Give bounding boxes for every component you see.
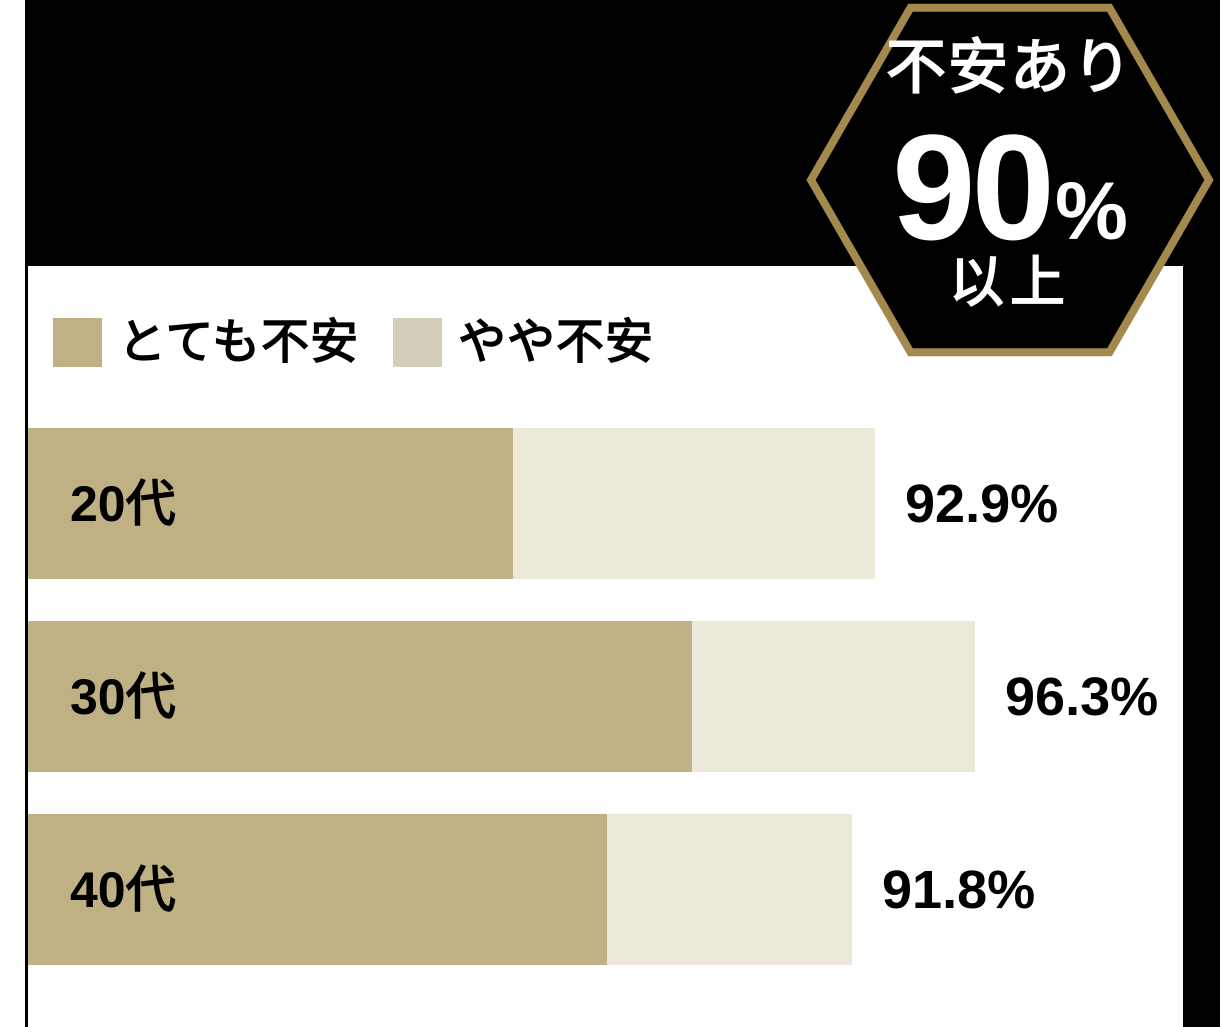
hexagon-icon (806, 3, 1214, 357)
legend-swatch-somewhat-anxious (393, 318, 442, 367)
legend-item-very-anxious: とても不安 (53, 318, 359, 367)
badge-anxiety-over-90: 不安あり 90 % 以上 (790, 0, 1220, 362)
badge-title: 不安あり (886, 34, 1134, 101)
bar-segment-very-anxious: 20代 (28, 428, 513, 579)
legend-item-somewhat-anxious: やや不安 (393, 318, 654, 367)
percent-sign: % (1054, 166, 1128, 257)
legend-label-very-anxious: とても不安 (118, 315, 360, 369)
bar-20s: 20代 (28, 428, 875, 579)
badge-number: 90 (892, 103, 1055, 271)
bar-value-label: 91.8% (882, 859, 1036, 920)
bar-segment-very-anxious: 30代 (28, 621, 692, 772)
legend: とても不安 やや不安 (28, 266, 1183, 386)
bar-40s: 40代 (28, 814, 852, 965)
badge-text: 不安あり 90 % 以上 (790, 0, 1220, 362)
legend-swatch-very-anxious (53, 318, 102, 367)
bar-value-label: 92.9% (905, 473, 1059, 534)
bar-segment-very-anxious: 40代 (28, 814, 607, 965)
legend-label-somewhat-anxious: やや不安 (458, 315, 655, 369)
bar-category-label: 20代 (70, 475, 176, 532)
bar-segment-somewhat-anxious (513, 428, 875, 579)
badge-value: 90 % (790, 112, 1220, 262)
bar-category-label: 40代 (70, 861, 176, 918)
bar-row-30s: 30代 96.3% (28, 621, 1183, 772)
bar-30s: 30代 (28, 621, 975, 772)
bar-segment-somewhat-anxious (692, 621, 975, 772)
chart-panel: とても不安 やや不安 20代 92.9% 30代 9 (28, 266, 1183, 1027)
bar-segment-somewhat-anxious (607, 814, 852, 965)
bar-value-label: 96.3% (1005, 666, 1159, 727)
bar-row-20s: 20代 92.9% (28, 428, 1183, 579)
badge-subtitle: 以上 (948, 251, 1071, 313)
bar-row-40s: 40代 91.8% (28, 814, 1183, 965)
bar-category-label: 30代 (70, 668, 176, 725)
